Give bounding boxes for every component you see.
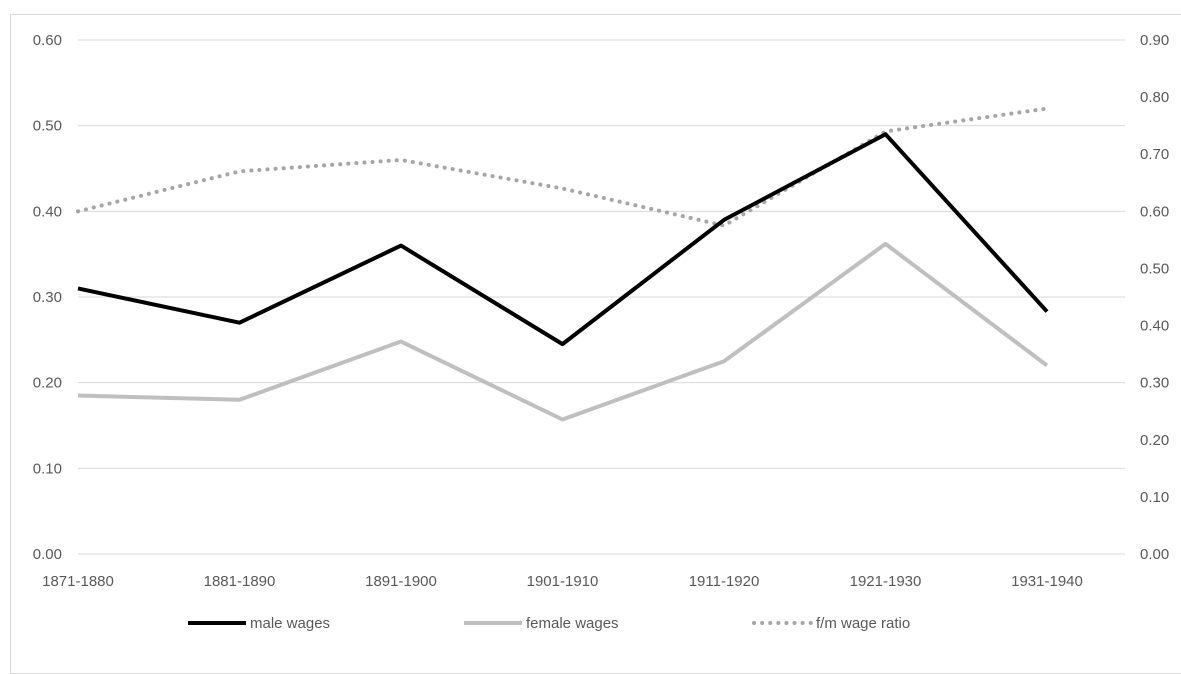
right-tick-label: 0.00 [1140,546,1169,563]
legend-label: f/m wage ratio [816,615,910,632]
right-tick-label: 0.50 [1140,260,1169,277]
right-tick-label: 0.20 [1140,432,1169,449]
series-line-female-wages [77,241,1049,422]
series-line-f-m-wage-ratio [76,106,1049,228]
line-chart: 0.00 0.10 0.20 0.30 0.40 0.50 0.60 0.00 0.10 0.2… [33,32,1169,632]
right-axis-ticks: 0.00 0.10 0.20 0.30 0.40 0.50 0.60 0.70 0.80 0.90 [1140,32,1169,563]
series-line-male-wages [77,132,1049,347]
left-axis-ticks: 0.00 0.10 0.20 0.30 0.40 0.50 0.60 [33,32,62,563]
left-tick-label: 0.30 [33,289,62,306]
x-axis-ticks: 1871-1880 1881-1890 1891-1900 1901-1910 1911… [42,573,1083,590]
x-tick-label: 1871-1880 [42,573,114,590]
right-tick-label: 0.30 [1140,375,1169,392]
x-tick-label: 1881-1890 [204,573,276,590]
legend-label: male wages [250,615,330,632]
x-tick-label: 1911-1920 [689,573,760,590]
series-lines [76,106,1049,422]
right-tick-label: 0.70 [1140,146,1169,163]
left-tick-label: 0.20 [33,375,62,392]
left-tick-label: 0.10 [33,460,62,477]
left-tick-label: 0.40 [33,203,62,220]
x-tick-label: 1891-1900 [365,573,437,590]
legend: male wages female wages f/m wage ratio [188,615,910,632]
right-tick-label: 0.80 [1140,89,1169,106]
gridlines [78,39,1125,555]
left-tick-label: 0.60 [33,32,62,49]
right-tick-label: 0.10 [1140,489,1169,506]
right-tick-label: 0.60 [1140,203,1169,220]
x-tick-label: 1921-1930 [850,573,922,590]
x-tick-label: 1931-1940 [1011,573,1083,590]
legend-label: female wages [526,615,619,632]
right-tick-label: 0.90 [1140,32,1169,49]
x-tick-label: 1901-1910 [527,573,599,590]
right-tick-label: 0.40 [1140,318,1169,335]
left-tick-label: 0.00 [33,546,62,563]
left-tick-label: 0.50 [33,118,62,135]
